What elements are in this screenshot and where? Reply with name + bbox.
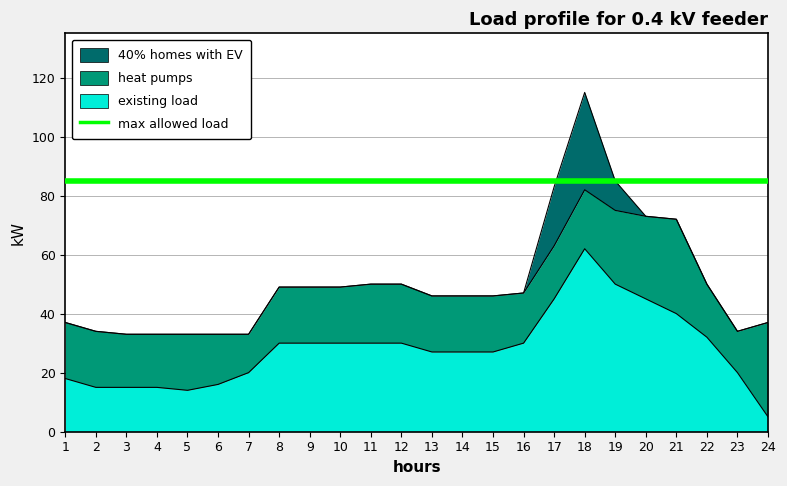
Legend: 40% homes with EV, heat pumps, existing load, max allowed load: 40% homes with EV, heat pumps, existing … bbox=[72, 40, 251, 139]
X-axis label: hours: hours bbox=[393, 460, 441, 475]
Text: Load profile for 0.4 kV feeder: Load profile for 0.4 kV feeder bbox=[469, 11, 768, 29]
Y-axis label: kW: kW bbox=[11, 221, 26, 244]
